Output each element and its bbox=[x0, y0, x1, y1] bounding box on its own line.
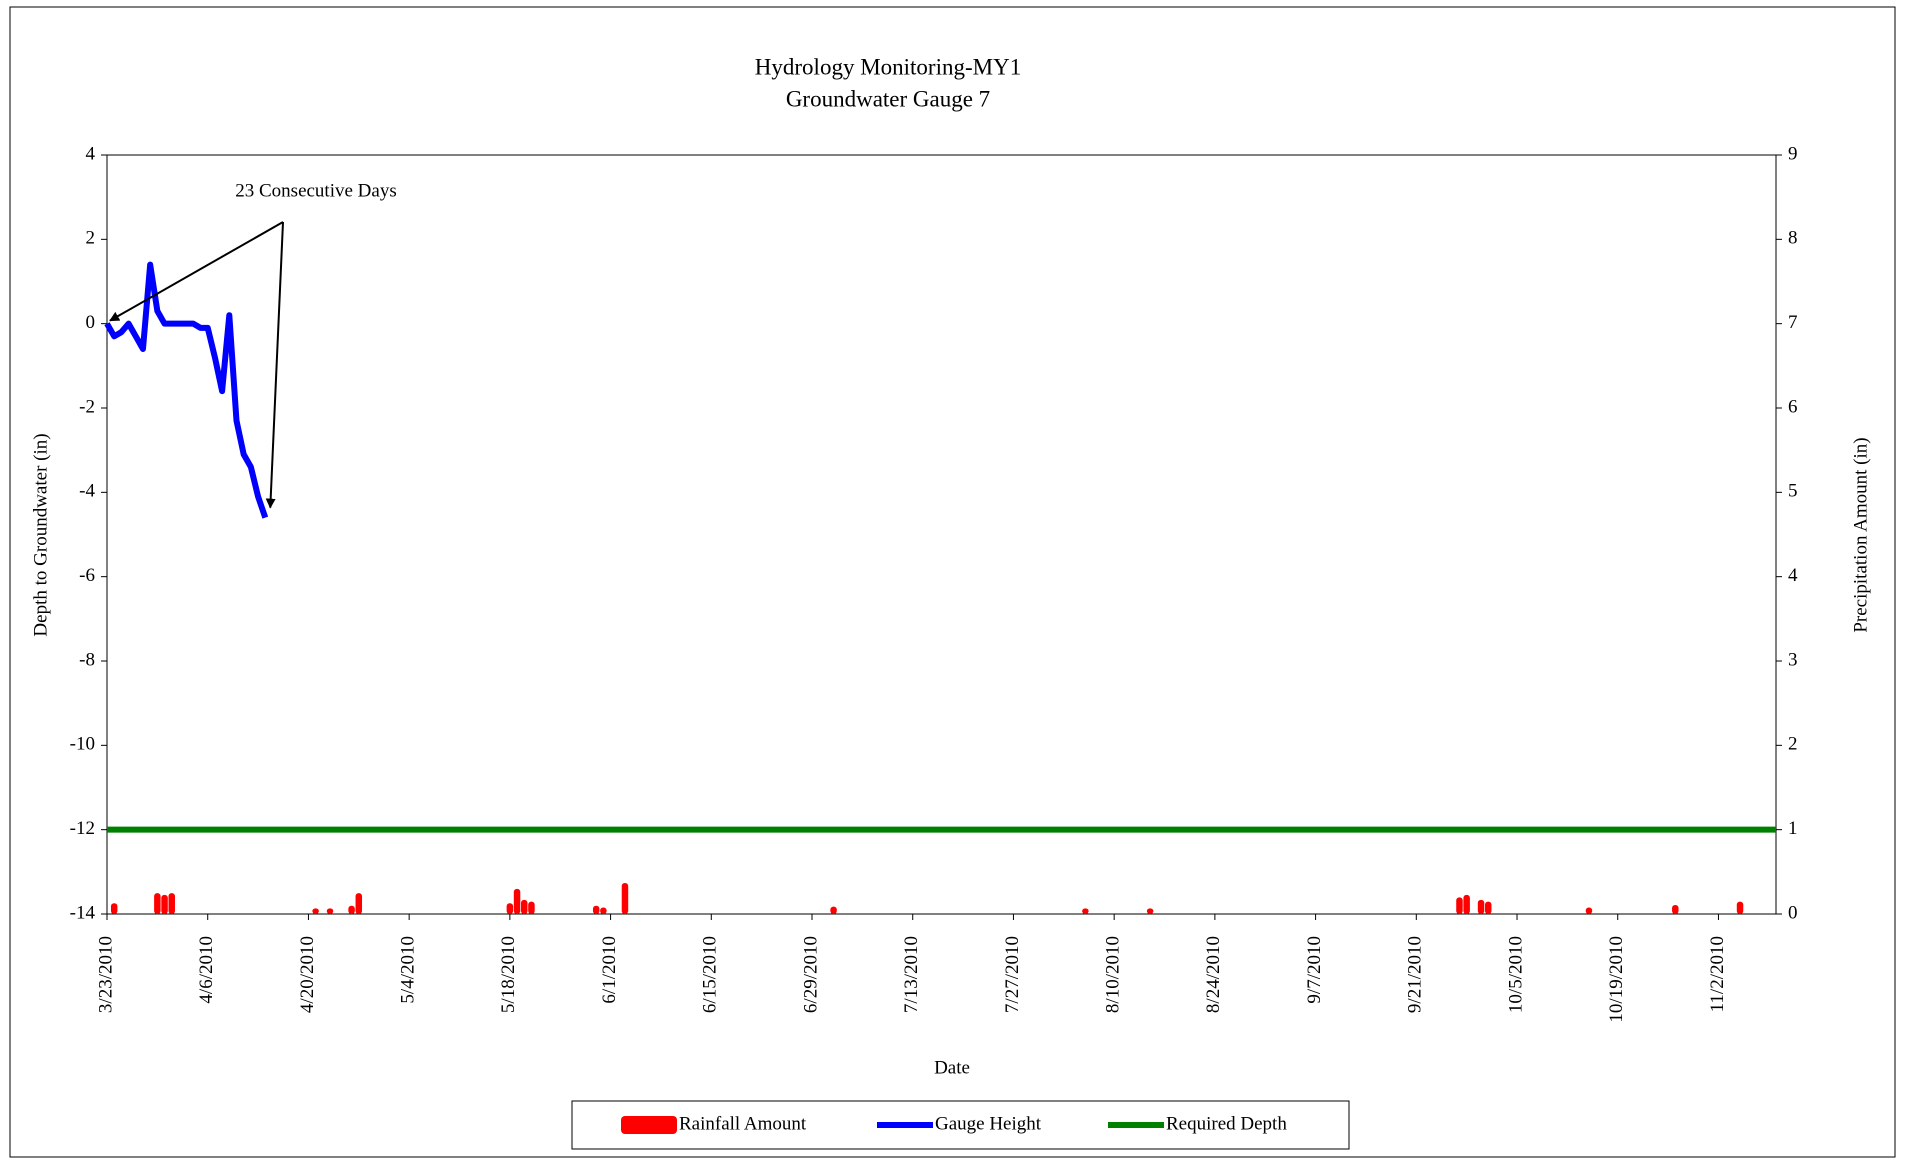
y2-tick-label: 8 bbox=[1788, 228, 1798, 249]
x-tick-label: 8/10/2010 bbox=[1103, 936, 1124, 1013]
legend bbox=[571, 1100, 1350, 1150]
rain-bar bbox=[592, 905, 600, 914]
legend-label: Gauge Height bbox=[935, 1113, 1042, 1134]
annotation-arrow bbox=[265, 221, 284, 509]
y2-tick-label: 0 bbox=[1788, 902, 1798, 923]
annotation-arrow bbox=[109, 221, 284, 322]
y2-tick-label: 4 bbox=[1788, 565, 1798, 586]
y2-tick-label: 3 bbox=[1788, 649, 1798, 670]
y-tick-label: 4 bbox=[86, 143, 96, 164]
rain-bar bbox=[1736, 901, 1744, 914]
rain-bar bbox=[1082, 908, 1089, 914]
x-tick-label: 11/2/2010 bbox=[1707, 936, 1728, 1012]
x-tick-label: 7/13/2010 bbox=[901, 936, 922, 1013]
rain-bar bbox=[1477, 899, 1485, 914]
y2-tick-label: 9 bbox=[1788, 143, 1798, 164]
rain-bar bbox=[110, 903, 118, 914]
plot-frame bbox=[106, 154, 1777, 915]
x-tick-label: 9/21/2010 bbox=[1405, 936, 1426, 1013]
y-tick-label: -2 bbox=[79, 396, 95, 417]
rain-bar bbox=[355, 893, 363, 914]
y2-tick-label: 6 bbox=[1788, 396, 1798, 417]
legend-label: Rainfall Amount bbox=[679, 1113, 807, 1134]
x-axis-label: Date bbox=[934, 1057, 970, 1078]
x-tick-label: 6/15/2010 bbox=[700, 936, 721, 1013]
y2-axis-label: Precipitation Amount (in) bbox=[1850, 437, 1871, 632]
rain-bar bbox=[513, 888, 521, 914]
rain-bar bbox=[1146, 908, 1154, 914]
x-tick-label: 8/24/2010 bbox=[1203, 936, 1224, 1013]
rain-bar bbox=[506, 903, 514, 914]
rain-bar bbox=[830, 906, 837, 914]
rain-bar bbox=[1463, 894, 1470, 914]
legend-label: Required Depth bbox=[1166, 1113, 1287, 1134]
x-tick-label: 9/7/2010 bbox=[1304, 936, 1325, 1004]
rain-bar bbox=[1456, 897, 1463, 914]
y-tick-label: 2 bbox=[86, 228, 96, 249]
y-axis-label: Depth to Groundwater (in) bbox=[30, 433, 51, 636]
rain-bar bbox=[1585, 907, 1593, 914]
y-tick-label: -12 bbox=[70, 818, 95, 839]
x-tick-label: 5/4/2010 bbox=[398, 936, 419, 1004]
y-tick-label: -4 bbox=[79, 481, 95, 502]
rain-bar bbox=[1485, 901, 1492, 914]
y-tick-label: -8 bbox=[79, 649, 95, 670]
x-tick-label: 6/29/2010 bbox=[800, 936, 821, 1013]
y-tick-label: -6 bbox=[79, 565, 95, 586]
chart-title: Hydrology Monitoring-MY1 bbox=[755, 54, 1021, 79]
chart-border bbox=[9, 6, 1896, 1158]
rain-bar bbox=[154, 893, 161, 914]
y2-tick-label: 5 bbox=[1788, 481, 1798, 502]
x-tick-label: 6/1/2010 bbox=[599, 936, 620, 1004]
rain-bar bbox=[312, 908, 319, 914]
y-tick-label: -14 bbox=[70, 902, 96, 923]
rain-bar bbox=[528, 901, 535, 914]
chart-subtitle: Groundwater Gauge 7 bbox=[786, 86, 990, 111]
rain-bar bbox=[326, 908, 334, 914]
rain-bar bbox=[1672, 904, 1679, 914]
rain-bar bbox=[600, 907, 607, 914]
rain-bar bbox=[168, 893, 175, 914]
x-tick-label: 7/27/2010 bbox=[1002, 936, 1023, 1013]
x-tick-label: 4/6/2010 bbox=[196, 936, 217, 1004]
x-tick-label: 5/18/2010 bbox=[498, 936, 519, 1013]
x-tick-label: 3/23/2010 bbox=[95, 936, 116, 1013]
x-tick-label: 10/5/2010 bbox=[1505, 936, 1526, 1013]
annotation: 23 Consecutive Days bbox=[235, 180, 396, 201]
y2-tick-label: 7 bbox=[1788, 312, 1798, 333]
legend-swatch bbox=[621, 1116, 677, 1134]
rain-bar bbox=[161, 894, 168, 914]
y2-tick-label: 1 bbox=[1788, 818, 1798, 839]
x-tick-label: 10/19/2010 bbox=[1606, 936, 1627, 1023]
rain-bar bbox=[621, 883, 629, 914]
x-tick-label: 4/20/2010 bbox=[297, 936, 318, 1013]
rain-bar bbox=[348, 905, 355, 914]
y-tick-label: 0 bbox=[86, 312, 96, 333]
y2-tick-label: 2 bbox=[1788, 734, 1798, 755]
series-line bbox=[104, 261, 269, 519]
rain-bar bbox=[521, 899, 528, 914]
y-tick-label: -10 bbox=[70, 734, 95, 755]
